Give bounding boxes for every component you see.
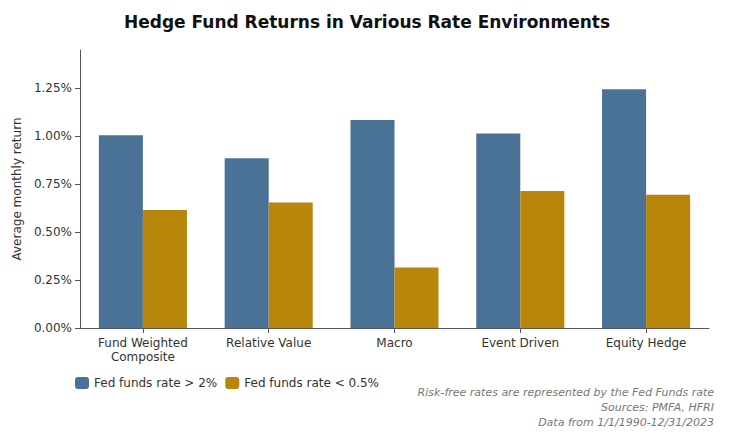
svg-text:Equity Hedge: Equity Hedge — [606, 336, 687, 350]
svg-text:Macro: Macro — [376, 336, 412, 350]
svg-text:Fed funds rate < 0.5%: Fed funds rate < 0.5% — [244, 376, 379, 390]
svg-text:0.50%: 0.50% — [34, 225, 72, 239]
svg-text:Event Driven: Event Driven — [481, 336, 559, 350]
svg-text:Composite: Composite — [111, 350, 175, 364]
svg-text:Relative Value: Relative Value — [226, 336, 311, 350]
svg-text:Sources: PMFA, HFRI: Sources: PMFA, HFRI — [601, 401, 714, 414]
svg-text:1.00%: 1.00% — [34, 129, 72, 143]
svg-text:Fund Weighted: Fund Weighted — [98, 336, 188, 350]
svg-text:0.00%: 0.00% — [34, 321, 72, 335]
svg-text:0.75%: 0.75% — [34, 177, 72, 191]
svg-text:0.25%: 0.25% — [34, 273, 72, 287]
svg-text:1.25%: 1.25% — [34, 81, 72, 95]
svg-text:Fed funds rate > 2%: Fed funds rate > 2% — [94, 376, 217, 390]
svg-text:Average monthly return: Average monthly return — [10, 118, 24, 261]
svg-text:Risk-free rates are represente: Risk-free rates are represented by the F… — [418, 386, 715, 399]
svg-text:Hedge Fund Returns in Various: Hedge Fund Returns in Various Rate Envir… — [124, 12, 610, 32]
svg-text:Data from 1/1/1990-12/31/2023: Data from 1/1/1990-12/31/2023 — [538, 416, 714, 429]
